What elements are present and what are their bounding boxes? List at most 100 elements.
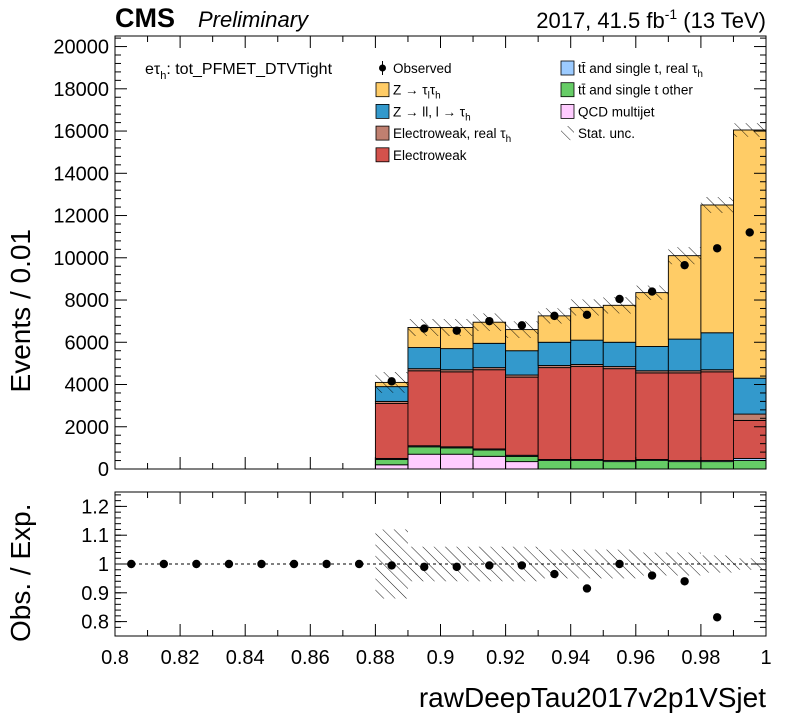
bar-ewk-bin-6 <box>570 366 604 460</box>
ratio-y-tick-label: 0.9 <box>81 583 109 605</box>
ratio-point-6 <box>322 559 331 569</box>
main-axes: 0 2000 4000 6000 8000 10000 12000 14000 16000 180… <box>53 36 767 481</box>
x-tick-label: 0.84 <box>226 647 265 669</box>
bar-zll-bin-4 <box>505 350 539 376</box>
bar-ewk-bin-3 <box>472 369 507 450</box>
ratio-unc-bin-11 <box>733 558 766 570</box>
observed-point-5 <box>550 311 559 321</box>
x-tick-label: 0.98 <box>681 647 720 669</box>
x-tick-label: 1 <box>760 647 771 669</box>
ratio-point-4 <box>257 559 266 569</box>
y-axis-title: Events / 0.01 <box>5 229 36 392</box>
bar-ewk-bin-5 <box>537 367 572 460</box>
x-tick-label: 0.82 <box>161 647 200 669</box>
ratio-y-tick-label: 1.1 <box>81 525 109 547</box>
legend-label-ztt: Z → τlτh <box>393 83 441 102</box>
bar-zll-bin-9 <box>667 338 702 372</box>
y-tick-label: 0 <box>98 459 109 481</box>
bar-ewk_real_tau-bin-11 <box>733 413 767 421</box>
ratio-point-3 <box>224 559 234 569</box>
ratio-point-16 <box>647 571 657 580</box>
bar-ewk-bin-11 <box>733 419 767 459</box>
ratio-point-17 <box>680 577 689 586</box>
bar-ttbar_other-bin-11 <box>733 460 767 470</box>
stat-unc-bin-7 <box>603 297 636 314</box>
observed-point-10 <box>712 244 722 253</box>
stat-unc-bin-6 <box>570 299 604 316</box>
observed-point-6 <box>582 310 592 320</box>
y-tick-label: 10000 <box>53 248 109 270</box>
ratio-point-13 <box>550 569 559 579</box>
observed-points <box>387 228 754 386</box>
observed-point-0 <box>387 377 396 386</box>
bar-ttbar_other-bin-4 <box>505 455 539 463</box>
bar-ttbar_other-bin-0 <box>374 459 409 466</box>
y-tick-label: 4000 <box>65 375 110 397</box>
bar-zll-bin-7 <box>602 341 637 368</box>
bar-zll-bin-10 <box>700 332 734 371</box>
legend-swatch-ewk_real_tau <box>375 125 390 141</box>
channel-label: eτh: tot_PFMET_DTVTight <box>145 61 333 82</box>
bar-zll-bin-8 <box>635 346 669 372</box>
legend-swatch-ttbar_real_tau <box>560 60 575 76</box>
legend-swatch-zll <box>375 104 390 119</box>
preliminary-label: Preliminary <box>198 7 310 32</box>
bar-qcd-bin-2 <box>440 453 474 470</box>
ratio-point-15 <box>615 559 624 569</box>
legend-swatch-qcd <box>560 104 575 119</box>
legend-entry-ttbar_other: tt̄ and single t other <box>560 82 693 98</box>
bar-zll-bin-3 <box>472 342 507 369</box>
bar-ttbar_other-bin-5 <box>537 460 572 470</box>
legend-swatch-ztt <box>375 82 390 98</box>
ratio-point-8 <box>387 561 396 570</box>
legend-swatch-ttbar_other <box>560 82 575 98</box>
x-tick-label: 0.94 <box>551 647 590 669</box>
legend-entry-zll: Z → ll, l → τh <box>375 104 471 123</box>
stat-unc-bin-11 <box>733 123 766 137</box>
y-tick-label: 16000 <box>53 121 109 143</box>
x-tick-label: 0.96 <box>616 647 655 669</box>
bar-ttbar_other-bin-3 <box>472 449 507 457</box>
observed-point-4 <box>517 321 527 330</box>
x-tick-label: 0.92 <box>486 647 525 669</box>
bar-ewk-bin-10 <box>700 371 734 462</box>
legend-label-ewk: Electroweak <box>393 148 467 163</box>
ratio-point-14 <box>582 584 592 593</box>
stat-unc-bin-4 <box>505 321 539 338</box>
observed-point-3 <box>485 316 494 326</box>
observed-point-7 <box>615 294 624 304</box>
x-tick-label: 0.8 <box>101 647 129 669</box>
bar-ztt-bin-8 <box>635 292 669 347</box>
bar-ttbar_other-bin-2 <box>440 447 474 455</box>
ratio-y-tick-label: 0.8 <box>81 612 109 634</box>
x-tick-label: 0.86 <box>291 647 330 669</box>
x-axis-title: rawDeepTau2017v2p1VSjet <box>419 682 766 713</box>
bar-ewk-bin-1 <box>407 370 441 447</box>
main-panel: 0 2000 4000 6000 8000 10000 12000 14000 16000 180… <box>5 35 767 481</box>
bar-ewk-bin-2 <box>440 371 474 448</box>
ratio-axes: 0.8 0.9 1 1.1 1.2 0.8 0.82 0.84 0.86 0.88 0.9 0.92 0… <box>81 492 772 669</box>
ratio-point-0 <box>127 559 136 569</box>
stat-unc-bin-10 <box>700 197 734 213</box>
legend-entry-qcd: QCD multijet <box>560 104 655 119</box>
bar-ttbar_other-bin-1 <box>407 446 441 455</box>
legend-label-ttbar_other: tt̄ and single t other <box>578 83 693 98</box>
ratio-panel: 0.8 0.9 1 1.1 1.2 0.8 0.82 0.84 0.86 0.88 0.9 0.92 0… <box>5 491 772 713</box>
ratio-y-tick-label: 1.2 <box>81 496 109 518</box>
ratio-y-tick-label: 1 <box>98 554 109 576</box>
bar-ztt-bin-10 <box>700 204 734 334</box>
x-tick-label: 0.88 <box>356 647 395 669</box>
legend-label-observed: Observed <box>393 61 452 76</box>
legend-entry-ewk_real_tau: Electroweak, real τh <box>375 125 511 145</box>
y-tick-label: 14000 <box>53 163 109 185</box>
bar-ttbar_other-bin-9 <box>667 461 702 470</box>
bar-qcd-bin-1 <box>407 453 441 470</box>
x-tick-label: 0.9 <box>427 647 455 669</box>
bar-zll-bin-6 <box>570 339 604 365</box>
bar-ttbar_other-bin-10 <box>700 461 734 470</box>
ratio-unc-bin-9 <box>668 552 701 576</box>
y-tick-label: 2000 <box>65 417 110 439</box>
ratio-point-10 <box>452 562 461 572</box>
y-tick-label: 6000 <box>65 332 110 354</box>
bar-ewk-bin-9 <box>667 372 702 462</box>
